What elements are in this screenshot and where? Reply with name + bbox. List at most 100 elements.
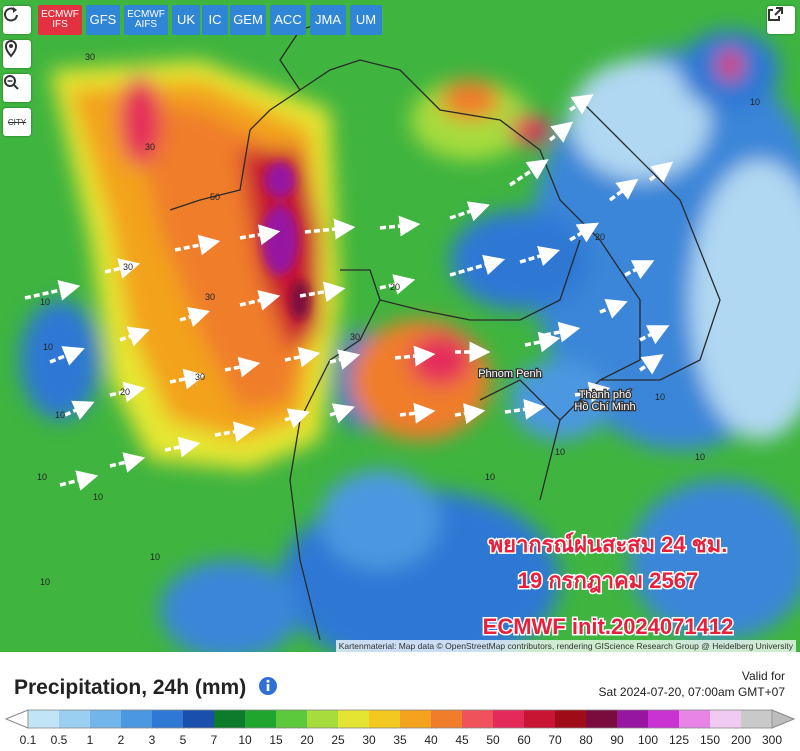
contour-label: 10 <box>555 447 565 457</box>
model-button[interactable]: ACC <box>270 5 306 35</box>
model-label: JMA <box>315 12 341 27</box>
wind-arrow <box>544 321 581 343</box>
wind-arrow <box>624 260 655 280</box>
overlay-text: ECMWF init.2024071412 <box>483 614 734 639</box>
contour-label: 10 <box>43 342 53 352</box>
wind-arrow <box>64 400 95 420</box>
contour-label: 10 <box>695 452 705 462</box>
colorbar-label: 35 <box>393 733 407 747</box>
model-button[interactable]: ECMWF AIFS <box>124 5 168 35</box>
zoom-button[interactable] <box>3 74 31 102</box>
contour-label: 30 <box>350 332 360 342</box>
wind-arrow <box>648 161 674 183</box>
colorbar-segment <box>183 710 215 728</box>
wind-arrow <box>169 368 206 390</box>
colorbar-label: 15 <box>269 733 283 747</box>
wind-arrow <box>449 201 490 222</box>
contour-label: 30 <box>205 292 215 302</box>
contour-label: 10 <box>485 472 495 482</box>
attribution: Kartenmaterial: Map data © OpenStreetMap… <box>335 640 796 652</box>
zoom-icon <box>4 75 19 90</box>
share-icon <box>768 7 783 21</box>
colorbar-label: 45 <box>455 733 469 747</box>
colorbar-label: 80 <box>579 733 593 747</box>
wind-arrow <box>109 381 146 403</box>
colorbar-label: 25 <box>331 733 345 747</box>
place-label: Hồ Chí Minh <box>574 401 635 413</box>
colorbar-segment <box>59 710 91 728</box>
model-button[interactable]: GFS <box>86 5 120 35</box>
model-button[interactable]: UM <box>350 5 382 35</box>
colorbar-label: 30 <box>362 733 376 747</box>
city-toggle[interactable]: CITY <box>3 108 31 136</box>
colorbar-segment <box>369 710 401 728</box>
model-button[interactable]: GEM <box>230 5 266 35</box>
colorbar-label: 125 <box>669 733 689 747</box>
wind-arrow <box>164 436 201 458</box>
wind-arrow <box>519 245 561 267</box>
refresh-button[interactable] <box>3 6 31 34</box>
colorbar-label: 0.5 <box>51 733 68 747</box>
colorbar-label: 5 <box>180 733 187 747</box>
colorbar-segment <box>586 710 618 728</box>
refresh-icon <box>4 7 18 22</box>
model-label: IFS <box>52 19 68 30</box>
valid-label: Valid for <box>741 669 785 683</box>
wind-arrow <box>608 178 639 202</box>
place-label: Thành phố <box>579 389 632 401</box>
legend-title: Precipitation, 24h (mm) <box>14 676 278 700</box>
wind-arrow <box>304 218 356 240</box>
wind-arrow <box>109 452 146 473</box>
contour-label: 10 <box>40 577 50 587</box>
wind-arrow <box>548 121 574 143</box>
wind-arrow <box>284 408 310 429</box>
overlay-text: 19 กรกฎาคม 2567 <box>518 568 698 593</box>
model-button[interactable]: UK <box>172 5 200 35</box>
colorbar-segment <box>555 710 587 728</box>
contour-label: 20 <box>390 282 400 292</box>
contour-label: 30 <box>145 142 155 152</box>
colorbar-frame <box>27 709 773 729</box>
model-button[interactable]: JMA <box>310 5 346 35</box>
colorbar-segment <box>648 710 680 728</box>
colorbar-segment <box>493 710 525 728</box>
contour-label: 10 <box>750 97 760 107</box>
model-label: ECMWF <box>127 9 165 20</box>
colorbar-segment <box>679 710 711 728</box>
wind-arrow <box>639 325 670 345</box>
precip-field <box>20 30 800 652</box>
model-label: GEM <box>233 12 263 27</box>
contour-label: 50 <box>210 192 220 202</box>
contour-label: 10 <box>655 392 665 402</box>
wind-arrow <box>329 349 361 370</box>
wind-arrow <box>449 254 506 277</box>
colorbar-label: 70 <box>548 733 562 747</box>
colorbar-label: 0.1 <box>20 733 37 747</box>
contour-label: 30 <box>195 372 205 382</box>
colorbar-label: 1 <box>87 733 94 747</box>
share-button[interactable] <box>767 6 795 34</box>
map[interactable]: 30 30 50 30 30 20 30 10 10 10 10 10 10 10 30 20 20 10 10 10… <box>0 0 800 652</box>
info-icon[interactable] <box>258 676 278 696</box>
colorbar: 0.1 0.5 1 2 3 5 7 10 15 20 25 30 35 40 45 50 60 70 80 90 100… <box>4 709 796 747</box>
colorbar-label: 50 <box>486 733 500 747</box>
place-label: Phnom Penh <box>478 368 542 380</box>
locate-button[interactable] <box>3 40 31 68</box>
colorbar-label: 40 <box>424 733 438 747</box>
colorbar-segment <box>400 710 432 728</box>
model-label: UK <box>176 12 196 27</box>
contour-label: 20 <box>120 387 130 397</box>
colorbar-segment <box>276 710 308 728</box>
model-button[interactable]: IC <box>202 5 228 35</box>
wind-arrow <box>224 356 261 378</box>
wind-arrow <box>179 306 211 328</box>
colorbar-high-arrow <box>771 709 796 729</box>
model-label: GFS <box>89 12 117 27</box>
wind-arrow <box>454 403 486 424</box>
model-button[interactable]: ECMWF IFS <box>38 5 82 35</box>
wind-arrow <box>239 224 281 246</box>
wind-arrow <box>394 345 436 367</box>
wind-arrow <box>299 281 346 303</box>
wind-arrow <box>174 234 221 256</box>
colorbar-label: 7 <box>211 733 218 747</box>
